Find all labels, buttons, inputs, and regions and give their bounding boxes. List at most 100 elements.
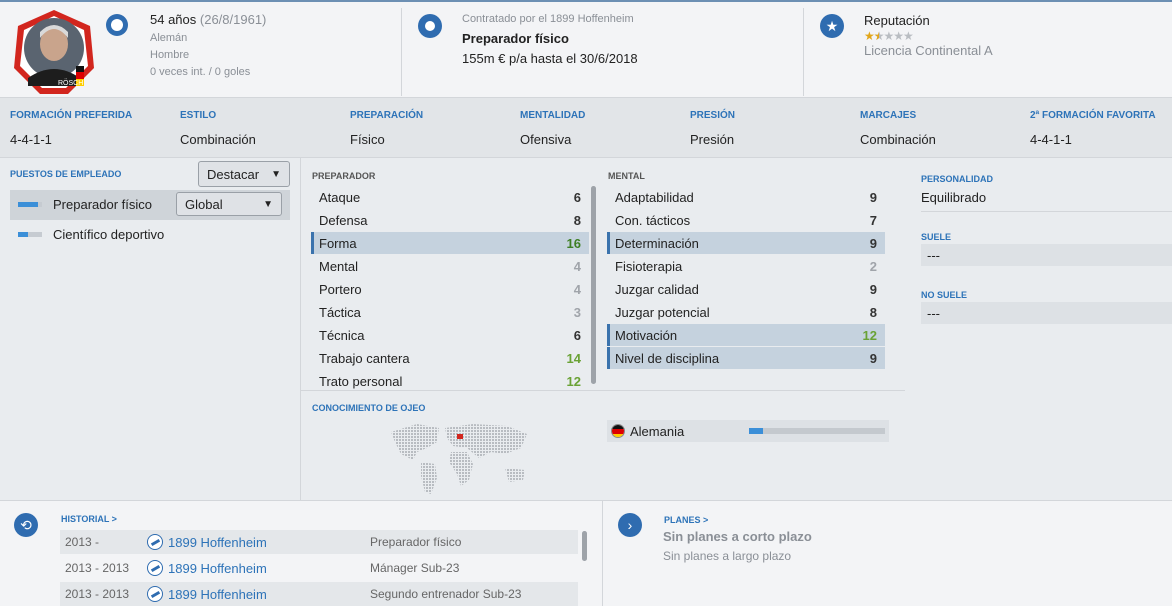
- attribute-value: 12: [862, 327, 877, 343]
- club-link[interactable]: 1899 Hoffenheim: [168, 534, 267, 550]
- attribute-value: 7: [869, 212, 877, 228]
- attribute-row[interactable]: Juzgar calidad 9: [607, 278, 885, 300]
- age-line: 54 años (26/8/1961): [150, 12, 266, 27]
- star-half-icon: ★★: [873, 29, 885, 43]
- highlight-dropdown[interactable]: Destacar ▼: [198, 161, 290, 187]
- club-link[interactable]: 1899 Hoffenheim: [168, 560, 267, 576]
- jobs-header: PUESTOS DE EMPLEADO: [10, 169, 122, 179]
- club-badge-icon: [147, 586, 163, 602]
- coach-attr-header: PREPARADOR: [312, 171, 376, 181]
- attribute-row[interactable]: Técnica 6: [311, 324, 589, 346]
- attribute-value: 9: [869, 235, 877, 251]
- chevron-right-icon[interactable]: ›: [618, 513, 642, 537]
- attribute-label: Fisioterapia: [615, 258, 683, 274]
- history-club[interactable]: 1899 Hoffenheim: [147, 560, 267, 576]
- divider: [301, 390, 905, 391]
- divider: [602, 501, 603, 606]
- pref-formation: FORMACIÓN PREFERIDA 4-4-1-1: [10, 110, 133, 147]
- attribute-row[interactable]: Táctica 3: [311, 301, 589, 323]
- scrollbar[interactable]: [591, 186, 596, 384]
- attribute-value: 8: [869, 304, 877, 320]
- world-map-icon: [391, 424, 527, 494]
- attribute-row[interactable]: Trato personal 12: [311, 370, 589, 392]
- personality-header: PERSONALIDAD: [921, 174, 994, 184]
- attribute-row[interactable]: Fisioterapia 2: [607, 255, 885, 277]
- attribute-label: Trabajo cantera: [319, 350, 410, 366]
- history-row[interactable]: 2013 - 2013 1899 Hoffenheim Mánager Sub-23: [60, 556, 578, 580]
- club-badge-icon[interactable]: [106, 14, 128, 36]
- short-term-plans: Sin planes a corto plazo: [663, 529, 812, 544]
- attribute-label: Forma: [319, 235, 357, 251]
- marking: MARCAJES Combinación: [860, 110, 936, 147]
- attributes-panel: PREPARADOR Ataque 6 Defensa 8 Forma 16 Mental 4…: [300, 158, 912, 500]
- attribute-label: Ataque: [319, 189, 361, 205]
- role-suitability-bar: [18, 202, 42, 207]
- tactics-summary: FORMACIÓN PREFERIDA 4-4-1-1 ESTILO Combina…: [0, 98, 1172, 158]
- attribute-row[interactable]: Motivación 12: [607, 324, 885, 346]
- attribute-label: Motivación: [615, 327, 678, 343]
- role-row-fitness[interactable]: Preparador físico Global ▼: [10, 190, 290, 220]
- club-badge-icon: [147, 534, 163, 550]
- attribute-label: Táctica: [319, 304, 361, 320]
- mentality: MENTALIDAD Ofensiva: [520, 110, 586, 147]
- attribute-label: Portero: [319, 281, 362, 297]
- attribute-row[interactable]: Portero 4: [311, 278, 589, 300]
- club-link[interactable]: 1899 Hoffenheim: [168, 586, 267, 602]
- star-empty-icon: ★★★: [883, 29, 914, 43]
- suele-header: SUELE: [921, 232, 952, 242]
- history-row[interactable]: 2013 - 2013 1899 Hoffenheim Segundo entren…: [60, 582, 578, 606]
- attribute-value: 16: [566, 235, 581, 251]
- attribute-row[interactable]: Juzgar potencial 8: [607, 301, 885, 323]
- attribute-row[interactable]: Ataque 6: [311, 186, 589, 208]
- history-club[interactable]: 1899 Hoffenheim: [147, 586, 267, 602]
- attribute-row[interactable]: Defensa 8: [311, 209, 589, 231]
- attribute-label: Nivel de disciplina: [615, 350, 720, 366]
- attribute-row[interactable]: Determinación 9: [607, 232, 885, 254]
- history-role: Segundo entrenador Sub-23: [370, 587, 522, 601]
- attribute-row[interactable]: Mental 4: [311, 255, 589, 277]
- role-view-label: Global: [185, 196, 223, 212]
- attribute-row[interactable]: Trabajo cantera 14: [311, 347, 589, 369]
- attribute-row[interactable]: Con. tácticos 7: [607, 209, 885, 231]
- long-term-plans: Sin planes a largo plazo: [663, 549, 792, 563]
- attribute-value: 9: [869, 189, 877, 205]
- highlight-dropdown-label: Destacar: [207, 166, 260, 182]
- attribute-label: Técnica: [319, 327, 365, 343]
- role-label: Científico deportivo: [53, 227, 165, 242]
- scouting-country-row[interactable]: Alemania: [607, 420, 889, 442]
- attribute-label: Juzgar calidad: [615, 281, 699, 297]
- suele-value: ---: [921, 244, 1172, 266]
- history-row[interactable]: 2013 - 1899 Hoffenheim Preparador físico: [60, 530, 578, 554]
- attribute-value: 2: [869, 258, 877, 274]
- history-scrollbar[interactable]: [582, 531, 587, 561]
- club-badge-icon: [147, 560, 163, 576]
- history-club[interactable]: 1899 Hoffenheim: [147, 534, 267, 550]
- job-roles-panel: PUESTOS DE EMPLEADO Destacar ▼ Preparado…: [0, 158, 300, 500]
- divider: [803, 8, 804, 96]
- contract-salary: 155m € p/a hasta el 30/6/2018: [462, 51, 638, 66]
- attribute-value: 14: [566, 350, 581, 366]
- history-header[interactable]: HISTORIAL >: [61, 514, 117, 524]
- history-years: 2013 - 2013: [65, 587, 130, 601]
- attribute-label: Mental: [319, 258, 359, 274]
- contract-role: Preparador físico: [462, 31, 569, 46]
- role-label: Preparador físico: [53, 197, 152, 212]
- plans-header[interactable]: PLANES >: [664, 515, 709, 525]
- attribute-row[interactable]: Adaptabilidad 9: [607, 186, 885, 208]
- role-row-scientist[interactable]: Científico deportivo: [10, 222, 290, 248]
- history-icon[interactable]: ⟲: [14, 513, 38, 537]
- contract-club-icon[interactable]: [418, 14, 442, 38]
- personality-value: Equilibrado: [921, 190, 987, 205]
- staff-portrait[interactable]: RÖSCH: [10, 8, 98, 96]
- attribute-label: Trato personal: [319, 373, 403, 389]
- attribute-value: 9: [869, 281, 877, 297]
- role-view-select[interactable]: Global ▼: [176, 192, 282, 216]
- history-role: Mánager Sub-23: [370, 561, 460, 575]
- profile-header: RÖSCH 54 años (26/8/1961) Alemán Hombre …: [0, 0, 1172, 98]
- nationality: Alemán: [150, 32, 188, 44]
- history-plans-bar: ⟲ HISTORIAL > 2013 - 1899 Hoffenheim Prepa…: [0, 500, 1172, 606]
- attribute-label: Juzgar potencial: [615, 304, 710, 320]
- caps: 0 veces int. / 0 goles: [150, 66, 251, 78]
- attribute-row[interactable]: Forma 16: [311, 232, 589, 254]
- attribute-row[interactable]: Nivel de disciplina 9: [607, 347, 885, 369]
